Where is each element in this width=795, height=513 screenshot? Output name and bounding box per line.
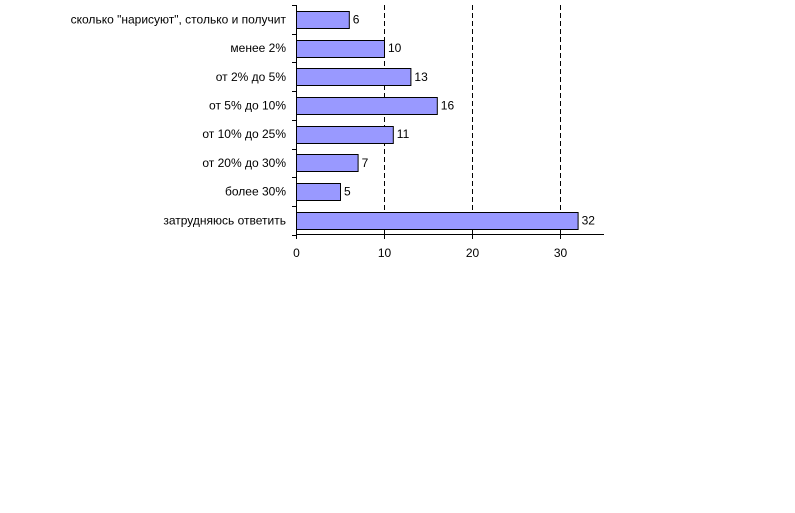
bar-1 xyxy=(296,40,385,58)
x-tick-label: 30 xyxy=(554,246,568,260)
category-label: затрудняюсь ответить xyxy=(163,213,286,227)
bar-5 xyxy=(296,154,359,172)
bar-3 xyxy=(296,97,438,115)
bar-4 xyxy=(296,126,394,144)
labels: сколько "нарисуют", столько и получит 6 ме… xyxy=(71,12,596,260)
data-label: 16 xyxy=(441,98,455,112)
bar-0 xyxy=(296,11,350,29)
category-label: от 10% до 25% xyxy=(202,127,286,141)
axes xyxy=(292,5,604,239)
data-label: 32 xyxy=(582,213,596,227)
category-label: более 30% xyxy=(225,185,286,199)
category-label: менее 2% xyxy=(230,41,286,55)
data-label: 5 xyxy=(344,185,351,199)
category-label: от 20% до 30% xyxy=(202,156,286,170)
gridlines xyxy=(384,5,561,234)
x-tick-label: 0 xyxy=(293,246,300,260)
bars xyxy=(296,11,579,230)
data-label: 10 xyxy=(388,41,402,55)
category-label: от 5% до 10% xyxy=(209,98,286,112)
data-label: 13 xyxy=(414,70,428,84)
data-label: 6 xyxy=(353,12,360,26)
data-label: 7 xyxy=(362,156,369,170)
x-tick-label: 10 xyxy=(378,246,392,260)
category-label: сколько "нарисуют", столько и получит xyxy=(71,12,287,26)
bar-2 xyxy=(296,68,412,86)
x-tick-label: 20 xyxy=(466,246,480,260)
data-label: 11 xyxy=(397,127,410,141)
category-label: от 2% до 5% xyxy=(216,70,287,84)
bar-7 xyxy=(296,212,579,230)
bar-6 xyxy=(296,183,341,201)
